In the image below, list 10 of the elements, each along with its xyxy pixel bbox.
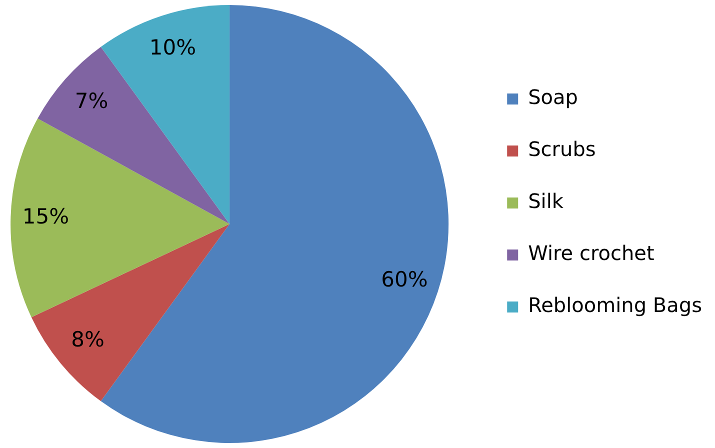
- legend-label: Silk: [528, 189, 564, 214]
- data-label: 7%: [74, 88, 108, 113]
- data-label: 60%: [381, 267, 428, 292]
- legend-label: Reblooming Bags: [528, 293, 702, 318]
- data-label: 8%: [71, 328, 104, 352]
- legend-label: Soap: [528, 85, 578, 110]
- legend-label: Scrubs: [528, 137, 596, 162]
- legend-label: Wire crochet: [528, 241, 654, 266]
- data-label: 15%: [22, 204, 70, 229]
- data-label: 10%: [149, 35, 196, 60]
